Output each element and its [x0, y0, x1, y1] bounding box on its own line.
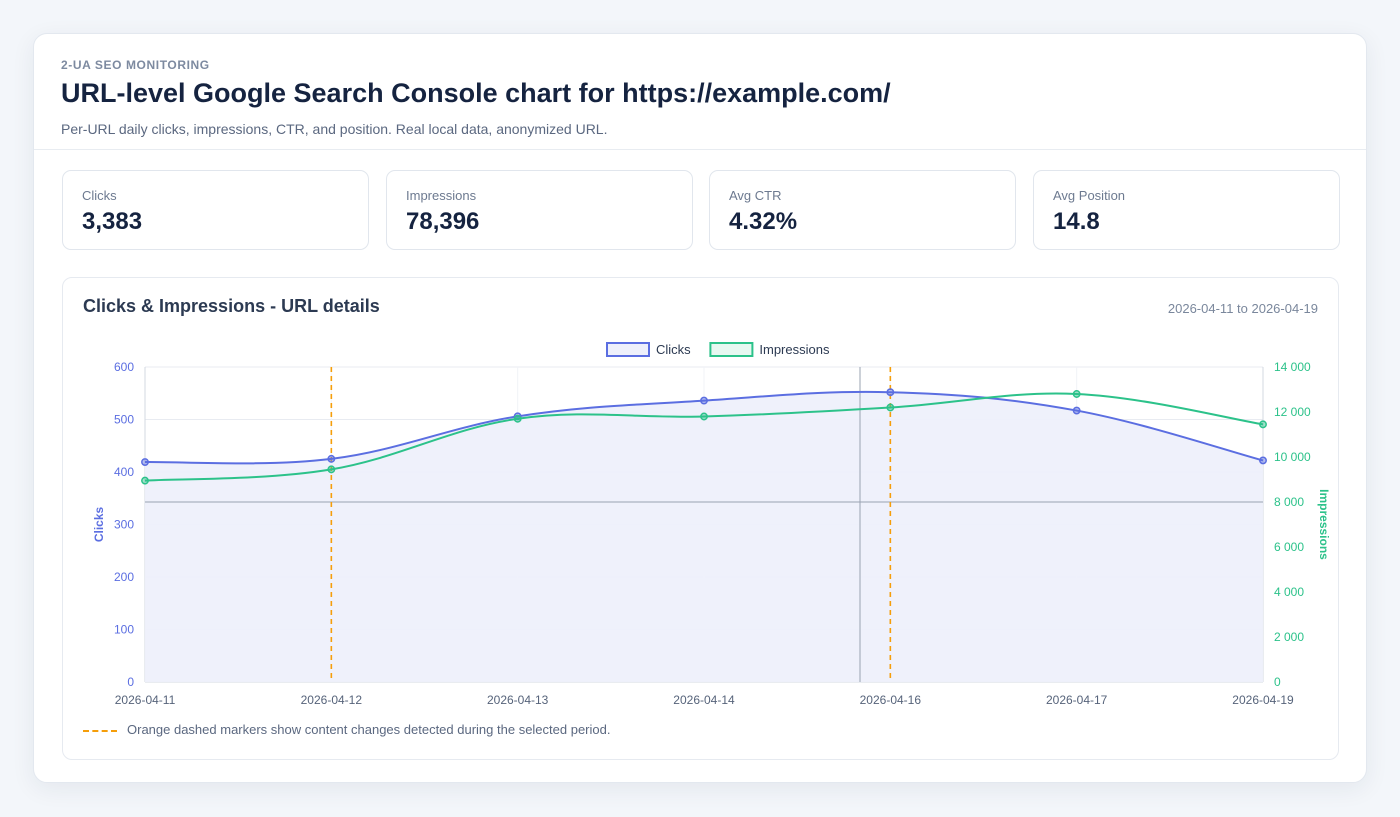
line-chart[interactable]: 0 100 200 300 400 500 600 0 2 000 4 000 6 000 8 000… [63, 278, 1340, 718]
dashed-marker-icon [83, 729, 117, 732]
x-tick-label: 2026-04-19 [1232, 693, 1294, 707]
data-point-clicks [700, 396, 708, 405]
chart-note: Orange dashed markers show content chang… [83, 722, 610, 737]
kpi-value: 78,396 [406, 208, 480, 235]
data-point-clicks [1072, 406, 1081, 415]
kpi-value: 3,383 [82, 208, 143, 235]
data-point-impressions [1259, 420, 1267, 429]
y-left-tick-label: 300 [114, 518, 134, 532]
data-point-impressions [700, 412, 708, 421]
eyebrow-label: 2-UA SEO MONITORING [61, 58, 210, 72]
page-subtitle: Per-URL daily clicks, impressions, CTR, … [61, 121, 608, 137]
y-right-axis-title: Impressions [1317, 489, 1331, 560]
series-area-clicks [145, 391, 1263, 682]
data-point-clicks [1259, 456, 1267, 465]
y-left-tick-label: 600 [114, 360, 134, 374]
x-tick-label: 2026-04-11 [115, 693, 176, 707]
y-right-tick-label: 14 000 [1274, 360, 1311, 374]
kpi-value: 4.32% [729, 208, 798, 235]
series-line-clicks [144, 390, 1264, 465]
y-right-tick-label: 12 000 [1274, 405, 1311, 419]
kpi-card-avg-position: Avg Position 14.8 [1033, 170, 1340, 250]
y-left-tick-label: 200 [114, 570, 134, 584]
y-right-tick-label: 4 000 [1274, 585, 1304, 599]
x-tick-label: 2026-04-14 [673, 693, 735, 707]
data-point-impressions [141, 476, 149, 485]
kpi-value: 14.8 [1053, 208, 1100, 235]
data-point-impressions [1072, 390, 1081, 398]
y-right-tick-label: 8 000 [1274, 495, 1304, 509]
legend-label: Clicks [656, 342, 691, 357]
y-right-tick-label: 6 000 [1274, 540, 1304, 554]
y-left-tick-label: 100 [114, 623, 134, 637]
page-title: URL-level Google Search Console chart fo… [61, 78, 891, 108]
chart-note-text: Orange dashed markers show content chang… [127, 722, 611, 737]
kpi-card-clicks: Clicks 3,383 [62, 170, 369, 250]
chart-panel: Clicks & Impressions - URL details 2026-… [62, 277, 1339, 760]
data-point-clicks [141, 458, 149, 466]
chart-title: Clicks & Impressions - URL details [83, 296, 380, 316]
data-point-clicks [886, 388, 895, 397]
legend-swatch [709, 342, 754, 357]
kpi-card-impressions: Impressions 78,396 [386, 170, 693, 250]
data-point-impressions [513, 414, 522, 423]
page-header: 2-UA SEO MONITORING URL-level Google Sea… [34, 34, 1366, 150]
y-right-tick-label: 10 000 [1274, 450, 1311, 464]
data-point-impressions [886, 403, 895, 412]
x-tick-label: 2026-04-17 [1046, 693, 1108, 707]
y-left-tick-label: 500 [114, 413, 134, 427]
kpi-label: Clicks [82, 188, 117, 203]
data-point-clicks [327, 454, 336, 463]
x-tick-label: 2026-04-13 [487, 693, 549, 707]
legend-swatch [606, 342, 650, 357]
y-left-axis-title: Clicks [92, 506, 106, 542]
data-point-impressions [327, 465, 336, 474]
x-tick-label: 2026-04-16 [860, 693, 922, 707]
date-range-label: 2026-04-11 to 2026-04-19 [1167, 301, 1318, 316]
y-left-tick-label: 0 [127, 675, 134, 689]
kpi-label: Avg Position [1053, 188, 1126, 203]
y-right-tick-label: 0 [1274, 675, 1281, 689]
x-tick-label: 2026-04-12 [301, 693, 363, 707]
y-right-tick-label: 2 000 [1274, 630, 1304, 644]
kpi-card-avg-ctr: Avg CTR 4.32% [709, 170, 1016, 250]
series-line-impressions [144, 392, 1264, 482]
kpi-label: Impressions [406, 188, 477, 203]
kpi-label: Avg CTR [729, 188, 782, 203]
y-left-tick-label: 400 [114, 465, 134, 479]
legend-label: Impressions [759, 342, 830, 357]
dashboard-card: 2-UA SEO MONITORING URL-level Google Sea… [33, 33, 1367, 783]
